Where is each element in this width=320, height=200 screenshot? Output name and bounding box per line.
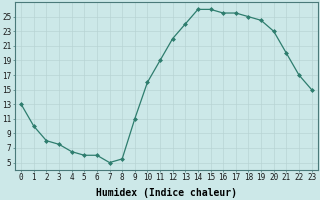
X-axis label: Humidex (Indice chaleur): Humidex (Indice chaleur) — [96, 188, 237, 198]
